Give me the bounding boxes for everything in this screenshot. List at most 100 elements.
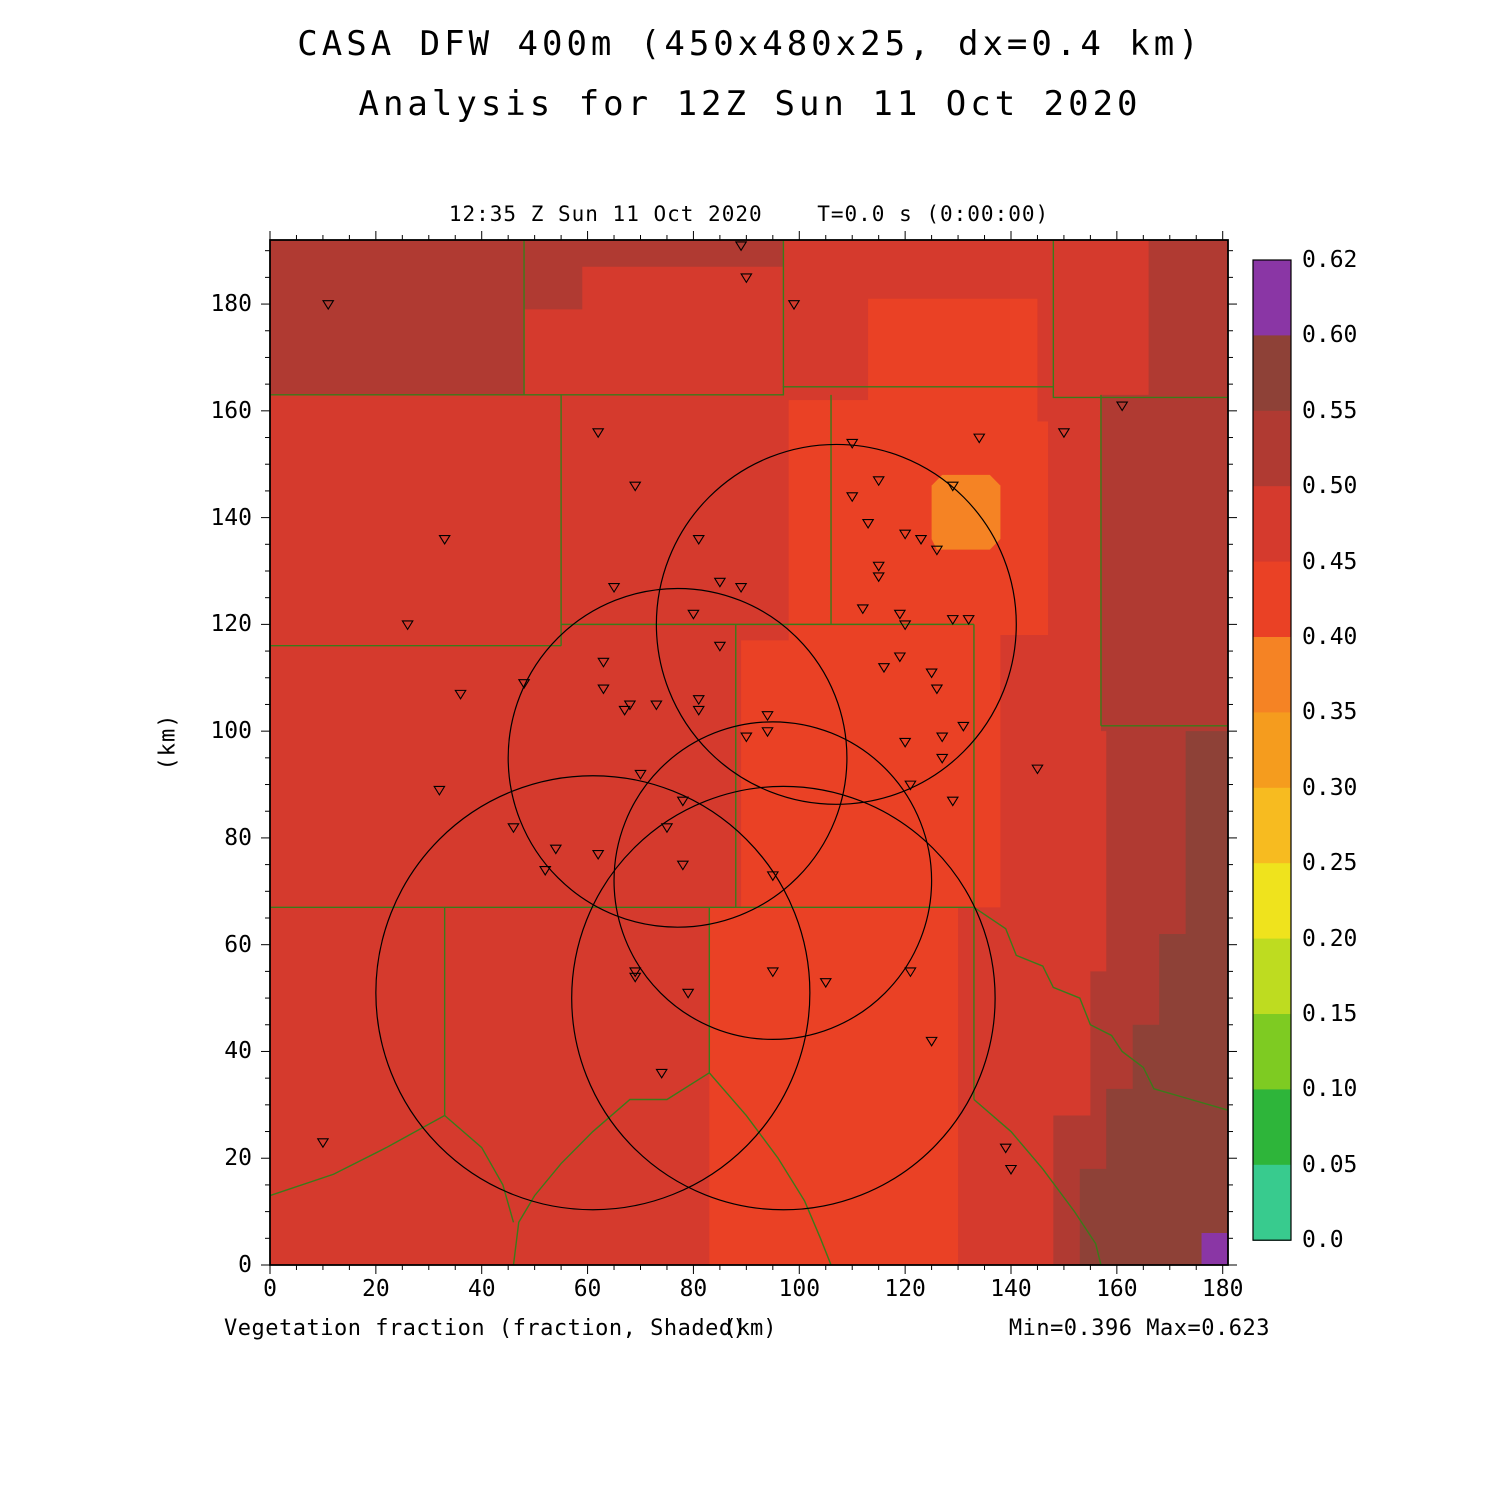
- station-marker-icon: [766, 871, 780, 882]
- station-marker-icon: [872, 561, 885, 572]
- station-marker-icon: [872, 572, 885, 583]
- station-marker-icon: [861, 518, 875, 529]
- station-marker-icon: [936, 753, 949, 764]
- colorbar-segment: [1253, 938, 1291, 1015]
- station-marker-icon: [539, 865, 552, 876]
- radar-range-ring: [655, 443, 1017, 805]
- x-tick-label: 60: [573, 1276, 602, 1302]
- minmax-label: Min=0.396 Max=0.623: [1008, 1316, 1270, 1341]
- colorbar-tick-label: 0.62: [1302, 247, 1358, 273]
- colorbar-frame: [1252, 259, 1292, 1241]
- station-marker-icon: [846, 438, 859, 449]
- colorbar-tick-label: 0.15: [1302, 1001, 1358, 1027]
- station-marker-icon: [930, 684, 944, 695]
- county-boundary-line: [973, 906, 1229, 1111]
- colorbar-tick-label: 0.25: [1302, 850, 1358, 877]
- station-marker-icon: [692, 705, 705, 716]
- colorbar-tick-label: 0.20: [1302, 925, 1358, 952]
- station-marker-icon: [629, 481, 642, 492]
- x-tick-label: 40: [467, 1276, 496, 1302]
- county-boundary-line: [444, 1114, 515, 1223]
- field-label: Vegetation fraction (fraction, Shaded): [224, 1316, 747, 1341]
- station-marker-icon: [973, 433, 986, 444]
- station-marker-icon: [740, 273, 753, 284]
- station-marker-icon: [898, 737, 912, 748]
- station-marker-icon: [692, 535, 705, 546]
- y-tick-label: 40: [224, 1038, 252, 1065]
- station-marker-icon: [597, 684, 610, 695]
- county-boundary-line: [512, 1072, 710, 1266]
- y-tick-label: 80: [224, 824, 252, 851]
- colorbar-segment: [1253, 787, 1291, 864]
- station-marker-icon: [607, 583, 621, 594]
- station-marker-icon: [454, 689, 467, 700]
- station-marker-icon: [734, 583, 748, 594]
- figure-subtitle: Analysis for 12Z Sun 11 Oct 2020: [358, 84, 1142, 124]
- x-tick-label: 100: [778, 1276, 821, 1302]
- y-tick-label: 20: [224, 1145, 252, 1172]
- radar-range-ring: [571, 785, 996, 1211]
- x-tick-label: 20: [361, 1276, 390, 1302]
- contour-region-0.60: [1201, 1232, 1228, 1265]
- station-marker-icon: [316, 1138, 330, 1149]
- station-marker-icon: [904, 780, 917, 791]
- county-boundary-line: [269, 1114, 446, 1197]
- radar-range-ring: [375, 775, 811, 1211]
- station-marker-icon: [999, 1143, 1012, 1154]
- y-tick-label: 180: [210, 291, 252, 318]
- colorbar-segment: [1253, 1014, 1291, 1090]
- station-marker-icon: [687, 609, 700, 620]
- station-marker-icon: [401, 620, 414, 631]
- station-marker-icon: [676, 796, 690, 807]
- station-marker-icon: [740, 732, 753, 743]
- contour-region-0.50: [270, 240, 784, 395]
- station-marker-icon: [893, 652, 907, 663]
- colorbar-segment: [1253, 335, 1291, 412]
- station-marker-icon: [946, 796, 959, 807]
- station-marker-icon: [962, 615, 975, 626]
- station-marker-icon: [819, 978, 832, 989]
- station-marker-icon: [761, 711, 774, 722]
- plot-frame: [269, 239, 1229, 1266]
- colorbar-tick-label: 0.05: [1302, 1151, 1358, 1178]
- x-tick-label: 140: [990, 1276, 1032, 1302]
- colorbar-tick-label: 0.45: [1302, 548, 1358, 575]
- colorbar-tick-label: 0.30: [1302, 774, 1358, 801]
- station-marker-icon: [957, 721, 970, 732]
- station-marker-icon: [681, 988, 695, 999]
- station-marker-icon: [629, 972, 642, 983]
- station-marker-icon: [433, 785, 446, 796]
- colorbar-segment: [1253, 637, 1291, 713]
- x-tick-label: 0: [263, 1276, 277, 1302]
- contour-region-0.55: [1079, 731, 1228, 1265]
- colorbar-tick-label: 0.60: [1302, 322, 1358, 349]
- station-marker-icon: [898, 529, 912, 540]
- x-axis-unit-label: (km): [723, 1316, 777, 1341]
- colorbar-segment: [1253, 712, 1291, 789]
- y-tick-label: 140: [210, 504, 252, 531]
- station-marker-icon: [925, 1036, 938, 1047]
- station-marker-icon: [925, 668, 938, 679]
- y-tick-label: 100: [210, 718, 252, 745]
- y-tick-label: 60: [224, 931, 252, 958]
- colorbar-segment: [1253, 561, 1291, 638]
- station-marker-icon: [517, 679, 531, 690]
- x-tick-label: 180: [1201, 1276, 1244, 1302]
- colorbar-segment: [1253, 410, 1291, 487]
- station-marker-icon: [930, 545, 944, 556]
- colorbar-segment: [1253, 486, 1291, 563]
- station-marker-icon: [766, 967, 780, 978]
- colorbar-tick-label: 0.55: [1302, 397, 1358, 424]
- station-marker-icon: [660, 823, 674, 834]
- station-marker-icon: [877, 663, 891, 674]
- colorbar-tick-label: 0.40: [1302, 624, 1358, 650]
- x-tick-label: 80: [679, 1276, 708, 1302]
- county-boundary-line: [973, 1098, 1102, 1266]
- colorbar-segment: [1253, 1164, 1291, 1241]
- time-header: 12:35 Z Sun 11 Oct 2020 T=0.0 s (0:00:00…: [448, 202, 1050, 226]
- station-marker-icon: [946, 481, 959, 492]
- station-marker-icon: [623, 700, 637, 711]
- station-marker-icon: [676, 860, 690, 871]
- station-marker-icon: [322, 300, 335, 311]
